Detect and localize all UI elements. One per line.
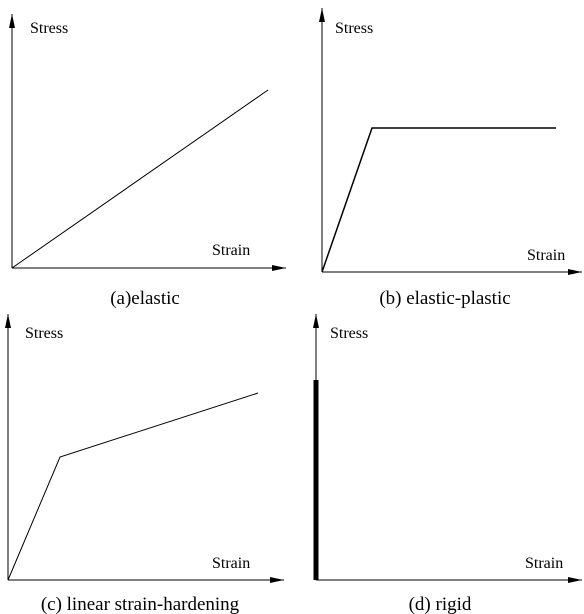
y-label: Stress [30,20,68,37]
curve [7,392,259,581]
y-label: Stress [330,325,368,342]
panel-c: Stress Strain (c) linear strain-hardenin… [4,314,284,614]
x-label: Strain [212,242,250,259]
caption: (c) linear strain-hardening [41,594,240,614]
curve [321,127,556,273]
caption: (a)elastic [110,288,180,309]
panel-a: Stress Strain (a)elastic [9,14,286,309]
caption: (d) rigid [409,594,472,614]
caption: (b) elastic-plastic [379,288,510,309]
x-label: Strain [525,555,563,572]
y-label: Stress [25,325,63,342]
curve [11,89,269,269]
panel-d: Stress Strain (d) rigid [313,314,582,614]
x-label: Strain [527,247,565,264]
x-label: Strain [212,555,250,572]
panel-b: Stress Strain (b) elastic-plastic [319,8,582,309]
y-label: Stress [335,20,373,37]
